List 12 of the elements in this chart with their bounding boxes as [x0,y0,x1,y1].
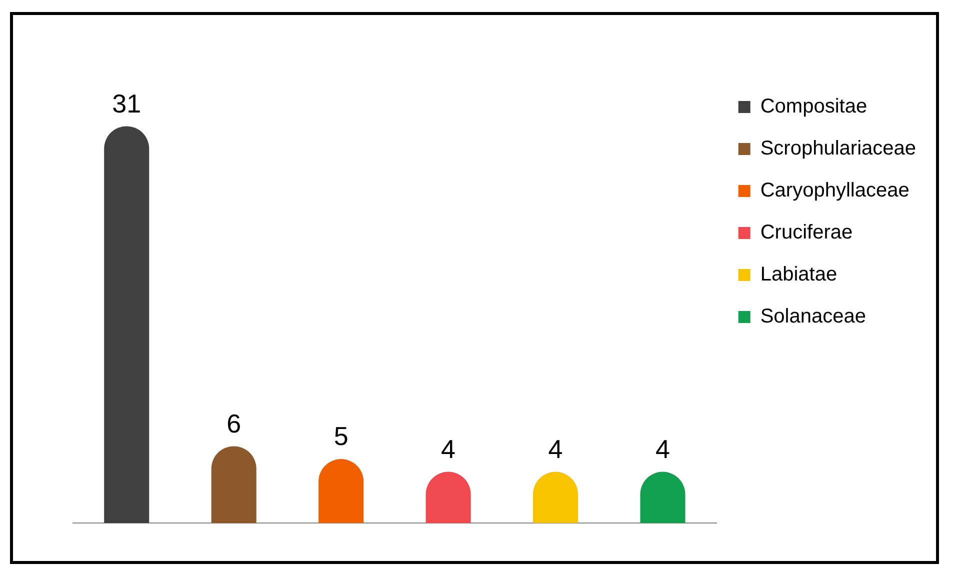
legend-label: Labiatae [760,264,838,286]
data-label: 6 [226,408,242,438]
legend-label: Solanaceae [760,306,866,328]
legend-label: Caryophyllaceae [760,180,910,202]
data-label: 4 [441,434,456,464]
data-label: 4 [548,434,563,464]
data-label: 5 [334,421,348,452]
data-label: 4 [656,434,670,464]
data-label: 31 [112,88,142,118]
legend-label: Scrophulariaceae [760,138,916,160]
legend-label: Compositae [760,96,868,118]
legend-label: Cruciferae [760,222,853,244]
